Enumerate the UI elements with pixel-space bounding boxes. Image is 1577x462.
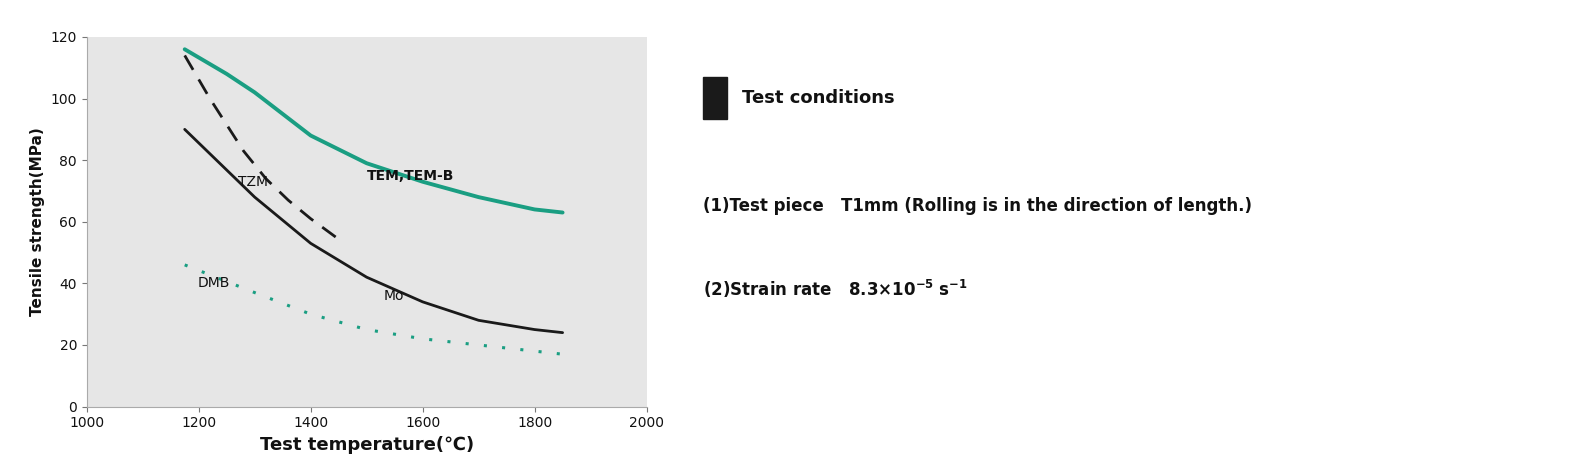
Text: (1)Test piece   T1mm (Rolling is in the direction of length.): (1)Test piece T1mm (Rolling is in the di… bbox=[703, 197, 1252, 215]
Text: Mo: Mo bbox=[383, 289, 404, 303]
Text: (2)Strain rate   $\mathbf{8.3{\times}10^{-5}\ s^{-1}}$: (2)Strain rate $\mathbf{8.3{\times}10^{-… bbox=[703, 278, 968, 300]
Text: TEM,TEM-B: TEM,TEM-B bbox=[366, 169, 454, 182]
Text: Test conditions: Test conditions bbox=[741, 89, 894, 107]
X-axis label: Test temperature(℃): Test temperature(℃) bbox=[260, 436, 473, 454]
Y-axis label: Tensile strength(MPa): Tensile strength(MPa) bbox=[30, 128, 46, 316]
FancyBboxPatch shape bbox=[703, 77, 727, 119]
Text: DMB: DMB bbox=[197, 276, 230, 290]
Text: TZM: TZM bbox=[238, 175, 268, 188]
